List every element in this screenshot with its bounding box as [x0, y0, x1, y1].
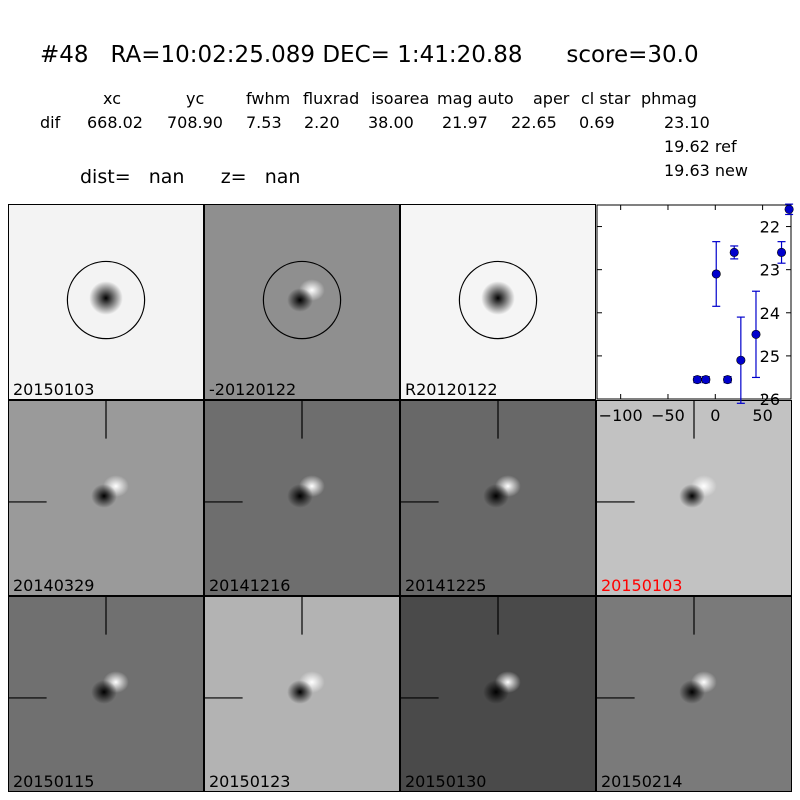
stamp-cell: 20150214: [596, 596, 792, 792]
stamp-cell: 20150123: [204, 596, 400, 792]
data-point: [777, 247, 787, 257]
y-tick-label: 25: [760, 347, 780, 366]
data-point: [729, 247, 739, 257]
stamp-date-label: 20141216: [209, 576, 291, 595]
stamp-date-label: 20150123: [209, 772, 291, 791]
phmag-ref: 19.62 ref: [664, 137, 737, 156]
negative-residual: [483, 484, 509, 508]
negative-residual: [287, 484, 313, 508]
col-header-isoarea: isoarea: [371, 89, 430, 108]
value-aper: 22.65: [511, 113, 557, 132]
stamp-image: [401, 401, 521, 508]
col-header-cl-star: cl star: [581, 89, 631, 108]
stamp-cell: 20141216: [204, 400, 400, 596]
stamp-image: [66, 260, 146, 340]
stamp-image: [9, 401, 129, 508]
source-blob: [481, 281, 515, 315]
data-point: [751, 329, 761, 339]
negative-residual: [679, 680, 705, 704]
aperture-circle: [458, 260, 538, 340]
negative-residual: [91, 680, 117, 704]
value-isoarea: 38.00: [368, 113, 414, 132]
col-header-aper: aper: [533, 89, 570, 108]
candidate-title: #48 RA=10:02:25.089 DEC= 1:41:20.88 scor…: [40, 42, 699, 68]
col-header-fwhm: fwhm: [246, 89, 291, 108]
source-blob: [89, 281, 123, 315]
col-header-fluxrad: fluxrad: [303, 89, 360, 108]
col-header-phmag: phmag: [641, 89, 697, 108]
negative-residual: [287, 288, 313, 312]
stamp-date-label: 20141225: [405, 576, 487, 595]
stamp-image: [262, 260, 342, 340]
value-xc: 668.02: [87, 113, 143, 132]
stamp-image: [9, 597, 129, 704]
data-point: [723, 375, 733, 385]
aperture-circle: [66, 260, 146, 340]
stamp-image: [458, 260, 538, 340]
y-tick-label: 23: [760, 261, 780, 280]
stamp-image: [205, 401, 325, 508]
stamp-image: [597, 401, 717, 508]
negative-residual: [483, 680, 509, 704]
col-header-xc: xc: [103, 89, 121, 108]
row-label-dif: dif: [40, 113, 61, 132]
value-fwhm: 7.53: [246, 113, 282, 132]
stamp-cell: 20140329: [8, 400, 204, 596]
stamp-cell: 20150115: [8, 596, 204, 792]
stamp-image: [401, 597, 521, 704]
value-mag-auto: 21.97: [442, 113, 488, 132]
stamp-date-label: 20150103: [13, 380, 95, 399]
y-tick-label: 24: [760, 304, 780, 323]
data-point: [736, 355, 746, 365]
value-yc: 708.90: [167, 113, 223, 132]
stamp-image: [597, 597, 717, 704]
value-phmag: 23.10: [664, 113, 710, 132]
stamp-date-label: R20120122: [405, 380, 498, 399]
plot-frame: [596, 204, 792, 400]
y-tick-label: 22: [760, 218, 780, 237]
stamp-cell: 20150130: [400, 596, 596, 792]
stamp-cell: 20141225: [400, 400, 596, 596]
stamp-date-label: 20150130: [405, 772, 487, 791]
stamp-cell: R20120122: [400, 204, 596, 400]
stamp-date-label: -20120122: [209, 380, 297, 399]
value-cl-star: 0.69: [579, 113, 615, 132]
stamp-image: [205, 597, 325, 704]
data-point: [692, 375, 702, 385]
stamp-date-label: 20150214: [601, 772, 683, 791]
aperture-circle: [262, 260, 342, 340]
stamp-cell: 20150103: [596, 400, 792, 596]
col-header-mag-auto: mag auto: [437, 89, 514, 108]
data-point: [784, 204, 794, 214]
negative-residual: [679, 484, 705, 508]
negative-residual: [287, 680, 313, 704]
negative-residual: [91, 484, 117, 508]
stamp-cell: 20150103: [8, 204, 204, 400]
stamp-date-label: 20150115: [13, 772, 95, 791]
stamp-cell: -20120122: [204, 204, 400, 400]
value-fluxrad: 2.20: [304, 113, 340, 132]
stamp-date-label: 20150103: [601, 576, 683, 595]
data-point: [711, 269, 721, 279]
phmag-new: 19.63 new: [664, 161, 748, 180]
stamp-date-label: 20140329: [13, 576, 95, 595]
data-point: [701, 375, 711, 385]
dist-z-line: dist= nan z= nan: [80, 166, 301, 188]
col-header-yc: yc: [186, 89, 205, 108]
